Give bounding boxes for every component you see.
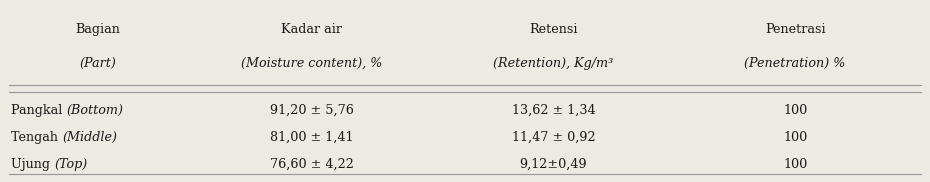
Text: (Middle): (Middle) bbox=[62, 131, 117, 144]
Text: 9,12±0,49: 9,12±0,49 bbox=[520, 158, 587, 171]
Text: Retensi: Retensi bbox=[529, 23, 578, 36]
Text: (Penetration) %: (Penetration) % bbox=[744, 57, 846, 70]
Text: (Retention), Kg/m³: (Retention), Kg/m³ bbox=[493, 57, 614, 70]
Text: Tengah: Tengah bbox=[11, 131, 62, 144]
Text: Penetrasi: Penetrasi bbox=[764, 23, 826, 36]
Text: (Bottom): (Bottom) bbox=[67, 104, 124, 117]
Text: Ujung: Ujung bbox=[11, 158, 54, 171]
Text: (Part): (Part) bbox=[79, 57, 116, 70]
Text: Pangkal: Pangkal bbox=[11, 104, 67, 117]
Text: 81,00 ± 1,41: 81,00 ± 1,41 bbox=[270, 131, 353, 144]
Text: Bagian: Bagian bbox=[75, 23, 120, 36]
Text: (Top): (Top) bbox=[54, 158, 87, 171]
Text: 100: 100 bbox=[783, 158, 807, 171]
Text: 11,47 ± 0,92: 11,47 ± 0,92 bbox=[512, 131, 595, 144]
Text: 91,20 ± 5,76: 91,20 ± 5,76 bbox=[270, 104, 353, 117]
Text: 100: 100 bbox=[783, 131, 807, 144]
Text: 100: 100 bbox=[783, 104, 807, 117]
Text: 76,60 ± 4,22: 76,60 ± 4,22 bbox=[270, 158, 353, 171]
Text: 13,62 ± 1,34: 13,62 ± 1,34 bbox=[512, 104, 595, 117]
Text: Kadar air: Kadar air bbox=[281, 23, 342, 36]
Text: (Moisture content), %: (Moisture content), % bbox=[241, 57, 382, 70]
